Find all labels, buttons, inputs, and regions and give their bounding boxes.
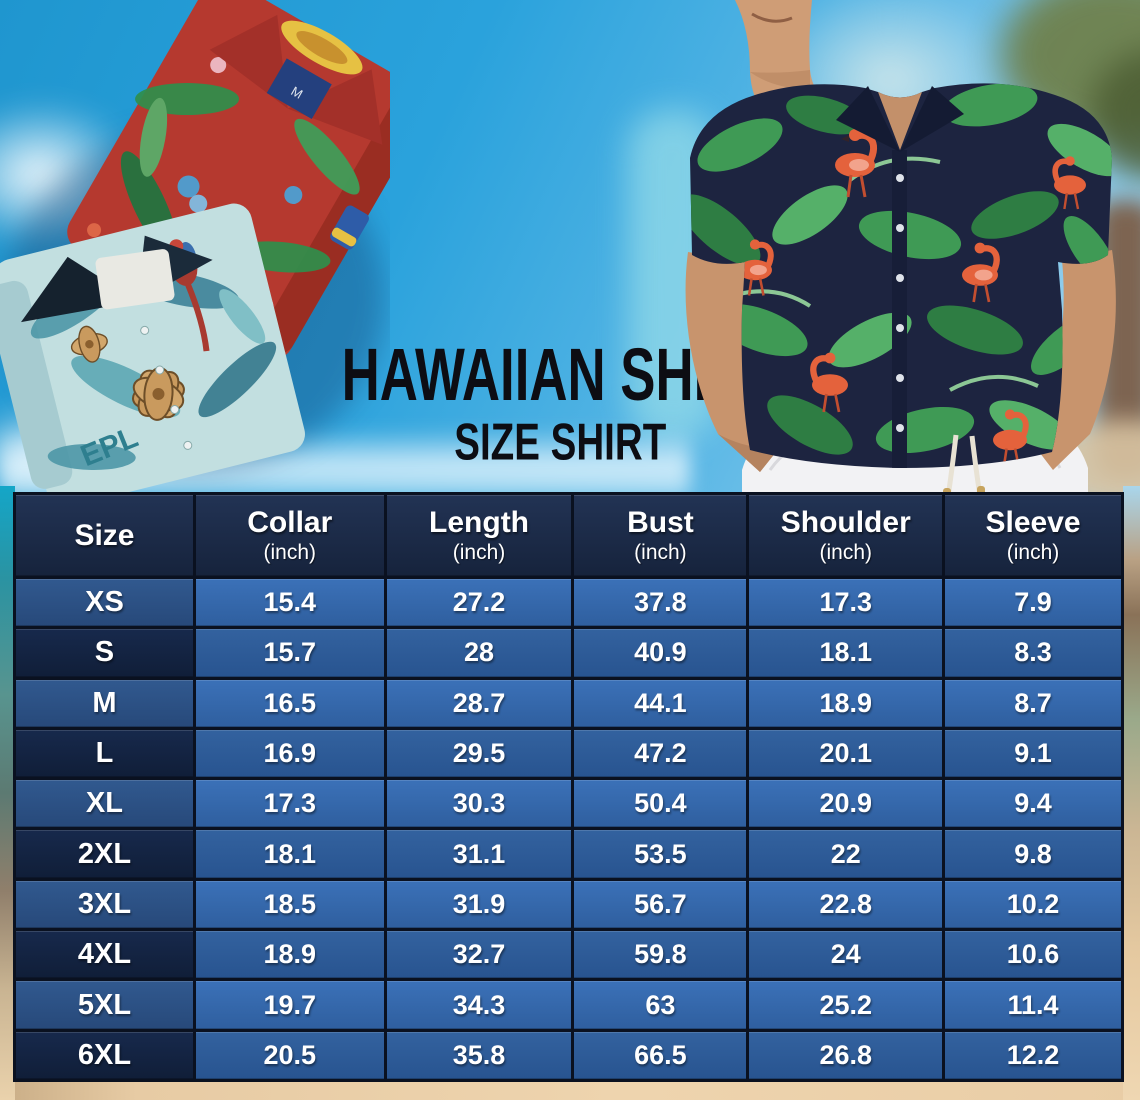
size-cell: L [16, 729, 193, 778]
column-header: Collar (inch) [195, 495, 384, 576]
column-header: Sleeve (inch) [945, 495, 1121, 576]
flamingo-pattern [738, 129, 1086, 466]
value-cell: 10.6 [945, 931, 1121, 979]
value-cell: 18.1 [749, 629, 943, 677]
value-cell: 40.9 [574, 629, 747, 677]
size-cell: 6XL [16, 1031, 193, 1079]
value-cell: 25.2 [749, 981, 943, 1029]
value-cell: 12.2 [945, 1031, 1121, 1079]
column-header: Shoulder (inch) [749, 495, 943, 576]
value-cell: 10.2 [945, 880, 1121, 929]
value-cell: 16.9 [195, 729, 384, 778]
value-cell: 19.7 [195, 981, 384, 1029]
value-cell: 27.2 [386, 579, 572, 627]
value-cell: 30.3 [386, 780, 572, 828]
value-cell: 20.1 [749, 729, 943, 778]
value-cell: 17.3 [749, 579, 943, 627]
value-cell: 34.3 [386, 981, 572, 1029]
value-cell: 31.1 [386, 830, 572, 878]
size-cell: S [16, 629, 193, 677]
collar-left [836, 86, 900, 152]
value-cell: 18.9 [749, 679, 943, 727]
value-cell: 7.9 [945, 579, 1121, 627]
value-cell: 18.5 [195, 880, 384, 929]
value-cell: 9.1 [945, 729, 1121, 778]
value-cell: 59.8 [574, 931, 747, 979]
size-cell: 2XL [16, 830, 193, 878]
size-table: Size Collar (inch) Length (inch) Bust (inch) Sh… [13, 492, 1124, 1082]
value-cell: 26.8 [749, 1031, 943, 1079]
column-header: Length (inch) [386, 495, 572, 576]
value-cell: 20.5 [195, 1031, 384, 1079]
value-cell: 47.2 [574, 729, 747, 778]
value-cell: 15.4 [195, 579, 384, 627]
value-cell: 66.5 [574, 1031, 747, 1079]
value-cell: 63 [574, 981, 747, 1029]
value-cell: 53.5 [574, 830, 747, 878]
value-cell: 9.4 [945, 780, 1121, 828]
hibiscus-flower [70, 325, 185, 421]
column-header: Bust (inch) [574, 495, 747, 576]
value-cell: 20.9 [749, 780, 943, 828]
value-cell: 50.4 [574, 780, 747, 828]
size-cell: XL [16, 780, 193, 828]
value-cell: 35.8 [386, 1031, 572, 1079]
value-cell: 18.9 [195, 931, 384, 979]
column-header: Size [16, 495, 193, 576]
size-cell: 4XL [16, 931, 193, 979]
size-cell: M [16, 679, 193, 727]
leaf-pattern [690, 83, 1112, 455]
value-cell: 8.7 [945, 679, 1121, 727]
size-cell: 3XL [16, 880, 193, 929]
teal-shirt: EPL [0, 203, 305, 508]
collar-right [900, 86, 964, 152]
value-cell: 28.7 [386, 679, 572, 727]
value-cell: 24 [749, 931, 943, 979]
value-cell: 37.8 [574, 579, 747, 627]
buttons [896, 174, 904, 432]
value-cell: 29.5 [386, 729, 572, 778]
value-cell: 11.4 [945, 981, 1121, 1029]
page-subtitle: SIZE SHIRT [454, 412, 666, 471]
value-cell: 31.9 [386, 880, 572, 929]
size-cell: XS [16, 579, 193, 627]
value-cell: 18.1 [195, 830, 384, 878]
value-cell: 28 [386, 629, 572, 677]
value-cell: 22.8 [749, 880, 943, 929]
value-cell: 22 [749, 830, 943, 878]
size-cell: 5XL [16, 981, 193, 1029]
placket [892, 150, 907, 469]
value-cell: 44.1 [574, 679, 747, 727]
value-cell: 32.7 [386, 931, 572, 979]
beach-left-edge [0, 486, 15, 1100]
value-cell: 56.7 [574, 880, 747, 929]
value-cell: 8.3 [945, 629, 1121, 677]
value-cell: 16.5 [195, 679, 384, 727]
beach-right-edge [1123, 486, 1140, 1100]
man-wearing-flamingo-hawaiian-shirt-photo [685, 0, 1116, 500]
value-cell: 17.3 [195, 780, 384, 828]
folded-hawaiian-shirts-photo: M [0, 0, 390, 508]
value-cell: 15.7 [195, 629, 384, 677]
value-cell: 9.8 [945, 830, 1121, 878]
